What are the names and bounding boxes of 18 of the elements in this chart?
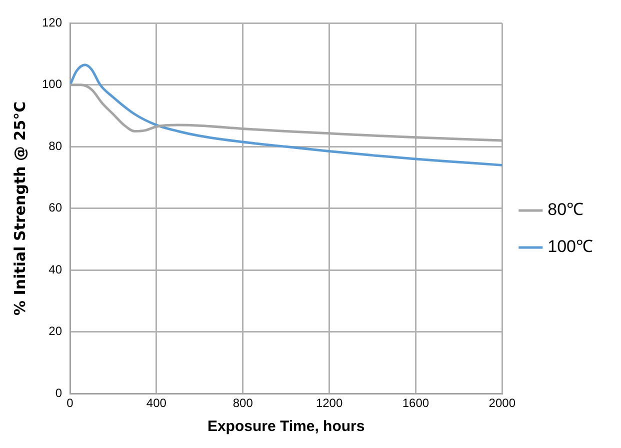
y-tick-label: 100 [42, 77, 62, 92]
y-tick-label: 20 [48, 324, 62, 338]
x-tick-label: 1200 [316, 396, 343, 410]
legend-label: 100℃ [548, 237, 594, 256]
y-tick-label: 80 [48, 138, 62, 153]
x-tick-label: 1600 [402, 396, 430, 410]
x-axis-title: Exposure Time, hours [207, 418, 365, 436]
y-tick-label: 120 [42, 16, 62, 30]
y-tick-label: 60 [48, 200, 62, 215]
line-series [70, 64, 502, 166]
y-tick-label: 40 [48, 262, 62, 276]
legend-label: 80℃ [548, 200, 584, 220]
x-tick-label: 2000 [488, 396, 516, 410]
x-tick-label: 0 [66, 396, 74, 410]
y-tick-label: 0 [55, 386, 62, 400]
x-tick-label: 800 [232, 396, 254, 410]
x-tick-label: 400 [146, 396, 167, 410]
y-axis-title: % Initial Strength @ 25°C [10, 101, 29, 316]
